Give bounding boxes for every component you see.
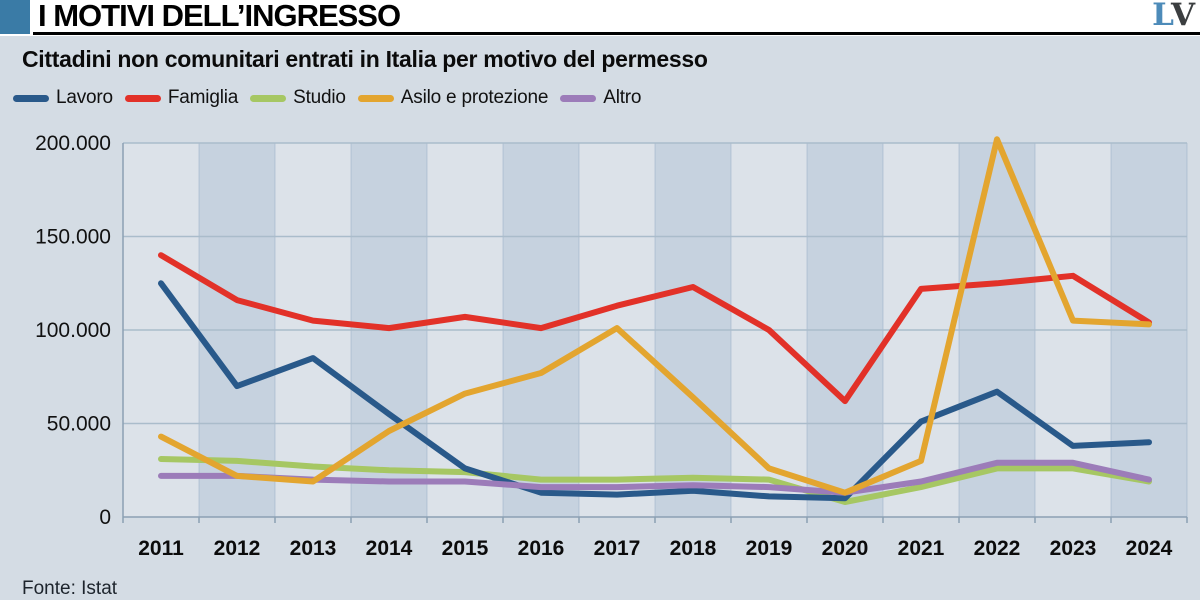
x-tick-label-2019: 2019 [746,537,793,560]
y-tick-label: 50.000 [47,413,111,436]
source-note: Fonte: Istat [22,578,118,599]
title-rule [33,32,1200,35]
series-line-lavoro [158,280,1152,502]
legend-swatch-asilo [357,94,394,102]
legend-swatch-lavoro [13,94,49,102]
series-line-asilo-e-protezione [158,136,1152,496]
legend-item-studio: Studio [250,87,346,109]
x-tick-label-2016: 2016 [518,537,565,560]
legend-swatch-altro [560,94,597,102]
legend: Lavoro Famiglia Studio Asilo e protezion… [13,87,642,109]
legend-label-asilo: Asilo e protezione [400,87,549,108]
series-line-studio [158,456,1152,505]
accent-square [0,0,30,34]
x-tick-label-2022: 2022 [974,537,1021,560]
legend-item-famiglia: Famiglia [124,87,239,109]
y-tick-label: 200.000 [35,132,111,155]
y-tick-label: 100.000 [35,319,111,342]
x-tick-label-2021: 2021 [898,537,945,560]
header: I MOTIVI DELL’INGRESSO LV [0,0,1200,36]
x-tick-label-2023: 2023 [1050,537,1097,560]
x-tick-label-2014: 2014 [366,537,413,560]
legend-swatch-studio [250,94,287,102]
legend-label-famiglia: Famiglia [167,87,239,108]
newspaper-logo: LV [1152,0,1195,33]
logo-letter-l: L [1152,0,1174,33]
x-tick-label-2017: 2017 [594,537,641,560]
chart-subtitle: Cittadini non comunitari entrati in Ital… [22,46,708,72]
x-tick-label-2012: 2012 [214,537,261,560]
x-tick-label-2024: 2024 [1126,537,1173,560]
legend-item-asilo: Asilo e protezione [357,87,549,109]
x-tick-label-2011: 2011 [138,537,184,560]
legend-label-altro: Altro [603,87,642,108]
x-tick-label-2013: 2013 [290,537,337,560]
logo-letter-v: V [1170,0,1195,33]
legend-item-altro: Altro [560,87,642,109]
legend-label-lavoro: Lavoro [56,87,113,108]
x-tick-label-2020: 2020 [822,537,869,560]
x-tick-label-2015: 2015 [442,537,489,560]
legend-label-studio: Studio [293,87,346,108]
legend-item-lavoro: Lavoro [13,87,113,109]
legend-swatch-famiglia [124,94,161,102]
y-tick-label: 150.000 [35,226,111,249]
x-tick-label-2018: 2018 [670,537,717,560]
series-line-famiglia [158,252,1152,405]
page-title: I MOTIVI DELL’INGRESSO [38,0,401,33]
series-line-altro [158,459,1152,496]
y-tick-label: 0 [99,506,111,529]
